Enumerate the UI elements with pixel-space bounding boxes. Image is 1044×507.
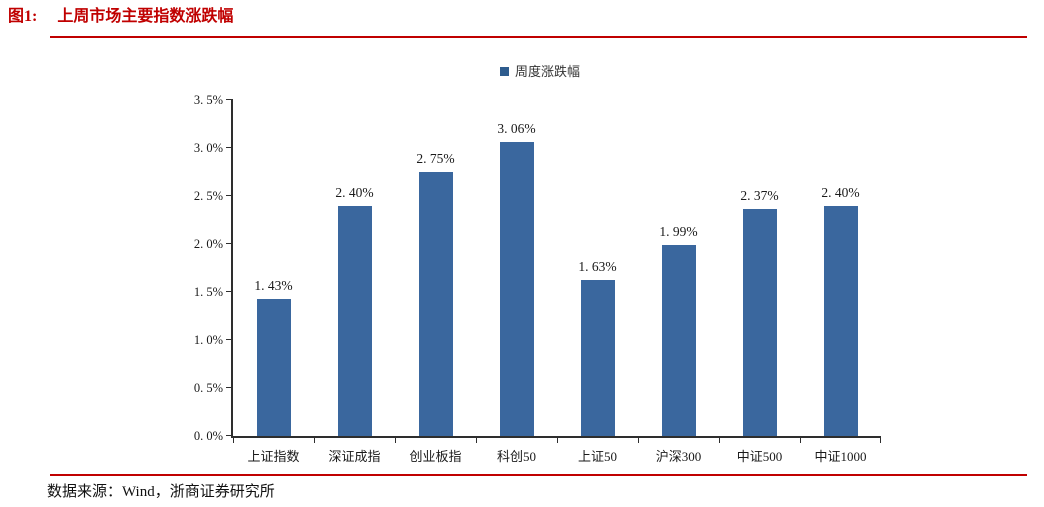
y-axis-tick xyxy=(226,147,233,148)
y-axis-tick-label: 3. 5% xyxy=(193,93,223,107)
x-axis-tick xyxy=(638,438,639,443)
y-axis-tick-label: 3. 0% xyxy=(193,141,223,155)
x-axis-label: 创业板指 xyxy=(409,449,462,464)
x-axis-tick xyxy=(314,438,315,443)
bar-value-label: 2. 40% xyxy=(821,184,860,200)
legend-label: 周度涨跌幅 xyxy=(515,64,581,79)
y-axis-tick-label: 1. 0% xyxy=(193,333,223,347)
y-axis-tick xyxy=(226,435,233,436)
bar-value-label: 2. 40% xyxy=(335,184,374,200)
bar-column: 1. 63% 上证50 xyxy=(557,100,638,465)
bar-column: 1. 43% 上证指数 xyxy=(233,100,314,464)
bar-创业板指 xyxy=(418,172,453,436)
figure-title: 上周市场主要指数涨跌幅 xyxy=(57,8,234,25)
bar-column: 2. 40% 深证成指 xyxy=(314,100,395,464)
y-axis-tick-label: 2. 5% xyxy=(193,189,223,203)
bar-中证1000 xyxy=(823,205,858,436)
chart-legend: 周度涨跌幅 xyxy=(500,61,580,80)
y-axis-tick xyxy=(226,291,233,292)
x-axis-tick xyxy=(800,438,801,443)
bar-中证500 xyxy=(742,208,777,436)
bar-column: 1. 99% 沪深300 xyxy=(638,100,719,464)
x-axis-tick xyxy=(557,438,558,443)
bar-column: 3. 06% 科创50 xyxy=(476,100,557,464)
y-axis-tick-label: 2. 0% xyxy=(193,237,223,251)
figure-header: 图1: 上周市场主要指数涨跌幅 xyxy=(8,6,233,28)
y-axis-tick-label: 0. 0% xyxy=(193,429,223,443)
bar-chart-plot: 1. 43% 上证指数 2. 40% 深证成指 2. 75% 创业板指 3. 06% 科创50… xyxy=(226,99,881,465)
y-axis-tick xyxy=(226,195,233,196)
y-axis-tick xyxy=(226,387,233,388)
bar-column: 2. 37% 中证500 xyxy=(719,100,800,465)
bar-value-label: 2. 37% xyxy=(740,187,779,203)
footer-rule xyxy=(50,474,1027,476)
data-source: 数据来源：Wind，浙商证券研究所 xyxy=(47,484,275,500)
legend-marker-icon xyxy=(500,66,509,76)
x-axis-tick xyxy=(395,438,396,443)
title-underline xyxy=(50,36,1027,38)
y-axis-tick xyxy=(226,339,233,340)
x-axis-tick xyxy=(719,438,720,443)
bar-column: 2. 75% 创业板指 xyxy=(395,100,476,464)
y-axis-tick-label: 0. 5% xyxy=(193,381,223,395)
y-axis-tick-label: 1. 5% xyxy=(193,285,223,299)
bar-科创50 xyxy=(499,142,534,436)
bar-深证成指 xyxy=(337,205,372,436)
bar-上证50 xyxy=(580,279,615,436)
bar-value-label: 1. 99% xyxy=(659,224,698,239)
x-axis-tick xyxy=(880,438,881,443)
x-axis-label: 中证1000 xyxy=(814,449,867,464)
x-axis-label: 上证50 xyxy=(577,449,617,464)
bar-value-label: 1. 63% xyxy=(578,258,617,274)
x-axis-label: 深证成指 xyxy=(328,449,381,464)
bar-value-label: 3. 06% xyxy=(497,121,536,137)
bar-column: 2. 40% 中证1000 xyxy=(800,100,881,464)
x-axis-tick xyxy=(476,438,477,443)
y-axis-tick xyxy=(226,99,233,100)
figure-label: 图1: xyxy=(8,8,38,25)
x-axis-tick xyxy=(233,438,234,443)
y-axis-tick xyxy=(226,243,233,244)
bar-沪深300 xyxy=(661,245,696,436)
bar-上证指数 xyxy=(256,298,291,436)
x-axis-label: 中证500 xyxy=(736,449,783,464)
bar-value-label: 2. 75% xyxy=(416,151,455,166)
bar-value-label: 1. 43% xyxy=(254,277,293,293)
x-axis-label: 上证指数 xyxy=(247,449,300,464)
x-axis-label: 科创50 xyxy=(496,449,536,464)
x-axis-label: 沪深300 xyxy=(655,449,702,464)
